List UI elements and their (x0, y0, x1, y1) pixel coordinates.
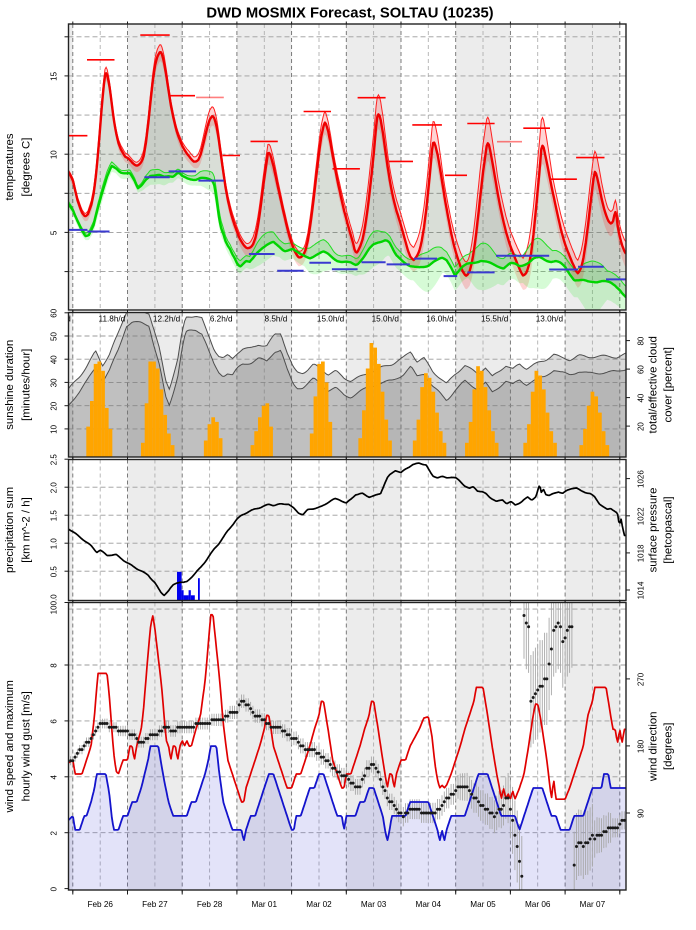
svg-text:[hetcopascal]: [hetcopascal] (663, 496, 675, 563)
svg-text:1026: 1026 (637, 470, 646, 488)
svg-text:Mar 02: Mar 02 (306, 900, 332, 909)
svg-text:sunshine duration: sunshine duration (4, 340, 16, 430)
svg-text:50: 50 (49, 332, 58, 341)
svg-text:Mar 04: Mar 04 (416, 900, 442, 909)
svg-text:60: 60 (49, 308, 58, 317)
svg-text:12.2h/d: 12.2h/d (153, 314, 181, 323)
svg-text:13.0h/d: 13.0h/d (536, 314, 564, 323)
svg-text:1018: 1018 (637, 544, 646, 562)
svg-text:1014: 1014 (637, 581, 646, 599)
svg-text:6: 6 (49, 719, 58, 724)
svg-text:[minutes/hour]: [minutes/hour] (20, 349, 32, 421)
svg-text:8: 8 (49, 663, 58, 668)
svg-text:10: 10 (49, 150, 58, 159)
svg-text:1.0: 1.0 (49, 538, 58, 550)
svg-text:20: 20 (637, 422, 646, 431)
svg-text:temperatures: temperatures (4, 133, 16, 200)
svg-text:0.5: 0.5 (49, 566, 58, 578)
svg-text:surface pressure: surface pressure (648, 488, 660, 573)
svg-text:5: 5 (49, 230, 58, 235)
svg-text:Mar 01: Mar 01 (252, 900, 278, 909)
svg-text:15.5h/d: 15.5h/d (481, 314, 509, 323)
svg-text:precipitation sum: precipitation sum (4, 487, 16, 573)
svg-text:Mar 03: Mar 03 (361, 900, 387, 909)
svg-text:cover [percent]: cover [percent] (663, 347, 675, 422)
svg-text:2: 2 (49, 830, 58, 835)
svg-text:hourly wind gust [m/s]: hourly wind gust [m/s] (20, 691, 32, 801)
svg-text:2.0: 2.0 (49, 482, 58, 494)
svg-text:270: 270 (637, 672, 646, 686)
svg-text:90: 90 (637, 809, 646, 818)
svg-text:1.5: 1.5 (49, 510, 58, 522)
svg-text:15: 15 (49, 71, 58, 80)
svg-text:[degrees]: [degrees] (663, 723, 675, 771)
svg-text:30: 30 (49, 378, 58, 387)
svg-text:100.0: 100.0 (49, 594, 58, 615)
svg-text:total/effective cloud: total/effective cloud (648, 336, 660, 433)
svg-text:2.5: 2.5 (49, 454, 58, 466)
svg-text:Feb 28: Feb 28 (197, 900, 223, 909)
svg-text:16.0h/d: 16.0h/d (426, 314, 454, 323)
svg-text:80: 80 (637, 336, 646, 345)
svg-text:11.8h/d: 11.8h/d (99, 314, 126, 323)
svg-text:0: 0 (49, 886, 58, 891)
svg-text:8.5h/d: 8.5h/d (265, 314, 288, 323)
svg-text:DWD MOSMIX Forecast, SOLTAU (1: DWD MOSMIX Forecast, SOLTAU (10235) (206, 6, 493, 22)
svg-text:Feb 26: Feb 26 (87, 900, 113, 909)
svg-text:wind speed and maximum: wind speed and maximum (4, 680, 16, 813)
svg-text:Mar 07: Mar 07 (580, 900, 606, 909)
svg-text:60: 60 (637, 365, 646, 374)
svg-text:180: 180 (637, 739, 646, 753)
svg-text:40: 40 (637, 393, 646, 402)
svg-text:15.0h/d: 15.0h/d (317, 314, 345, 323)
svg-text:Mar 05: Mar 05 (470, 900, 496, 909)
svg-text:6.2h/d: 6.2h/d (210, 314, 233, 323)
svg-text:Mar 06: Mar 06 (525, 900, 551, 909)
svg-text:20: 20 (49, 401, 58, 410)
svg-text:Feb 27: Feb 27 (142, 900, 168, 909)
svg-text:4: 4 (49, 775, 58, 780)
svg-text:1022: 1022 (637, 507, 646, 525)
svg-text:wind direction: wind direction (648, 711, 660, 782)
svg-text:15.0h/d: 15.0h/d (372, 314, 400, 323)
svg-text:40: 40 (49, 355, 58, 364)
svg-text:13.9h/d: 13.9h/d (44, 314, 72, 323)
svg-text:[km m^-2 / h]: [km m^-2 / h] (20, 497, 32, 562)
svg-text:[degrees C]: [degrees C] (20, 138, 32, 197)
svg-text:10: 10 (49, 424, 58, 433)
